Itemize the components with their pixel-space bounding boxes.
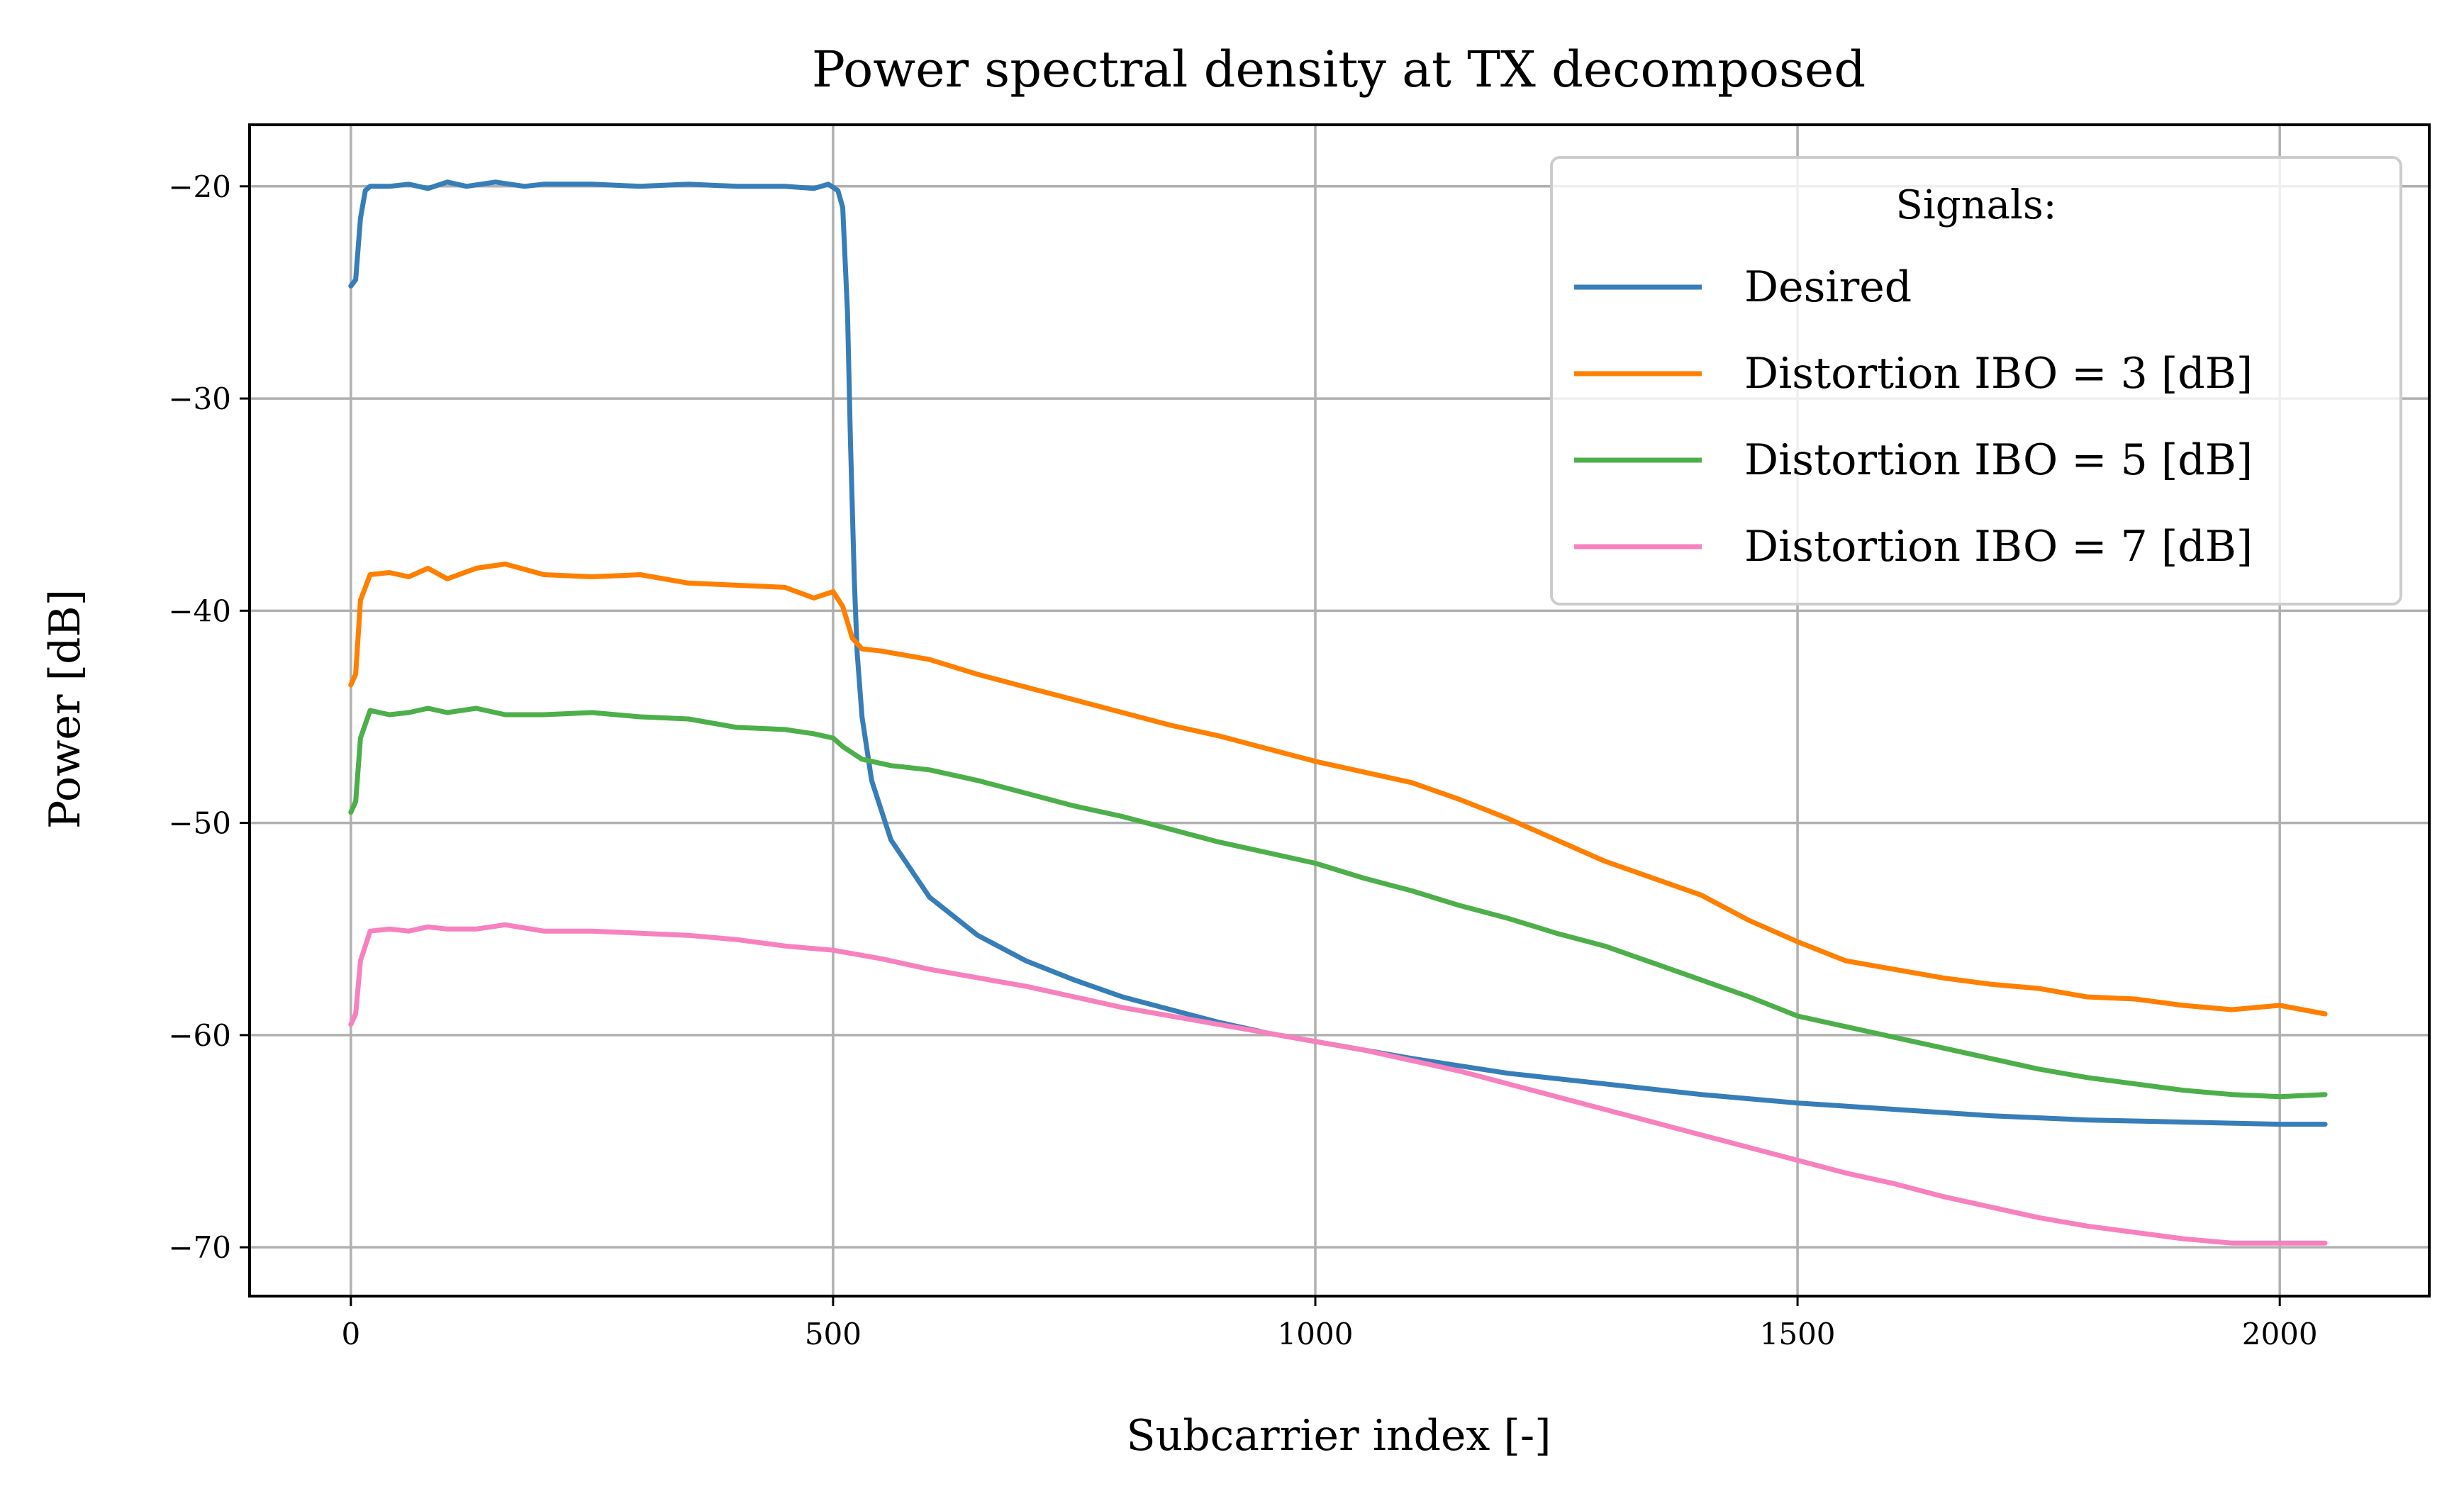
x-tick-label: 500 [805, 1317, 862, 1351]
legend-label-2: Distortion IBO = 3 [dB] [1744, 349, 2253, 398]
x-tick-label: 2000 [2242, 1317, 2318, 1351]
y-tick-label: −60 [168, 1018, 231, 1053]
legend-entries: Desired Distortion IBO = 3 [dB] Distortion… [1574, 262, 2253, 571]
series-line-3 [348, 705, 2328, 1100]
y-tick-label: −30 [168, 381, 231, 416]
x-tick-label: 1000 [1278, 1317, 1354, 1351]
series-line-2 [348, 562, 2328, 1017]
tick-layer: 0 500 1000 1500 2000 −20 −30 −40 −50 −60 −70 [168, 169, 2317, 1351]
series-line-1 [348, 179, 2328, 1127]
legend-box [1550, 156, 2402, 606]
plot-frame [248, 123, 2431, 1298]
x-axis-label: Subcarrier index [-] [1126, 1411, 1551, 1461]
x-tick-label: 0 [341, 1317, 360, 1351]
legend-label-1: Desired [1744, 262, 1912, 312]
x-tick-label: 1500 [1760, 1317, 1836, 1351]
series-layer [348, 179, 2328, 1246]
y-tick-label: −70 [168, 1230, 231, 1265]
legend-label-4: Distortion IBO = 7 [dB] [1744, 522, 2253, 571]
y-tick-label: −20 [168, 169, 231, 204]
y-tick-label: −50 [168, 806, 231, 841]
legend-title: Signals: [1895, 182, 2056, 228]
y-tick-label: −40 [168, 593, 231, 628]
chart-title: Power spectral density at TX decomposed [812, 40, 1866, 99]
y-axis-label: Power [dB] [40, 589, 90, 829]
series-line-4 [348, 922, 2328, 1246]
legend-label-3: Distortion IBO = 5 [dB] [1744, 435, 2253, 485]
